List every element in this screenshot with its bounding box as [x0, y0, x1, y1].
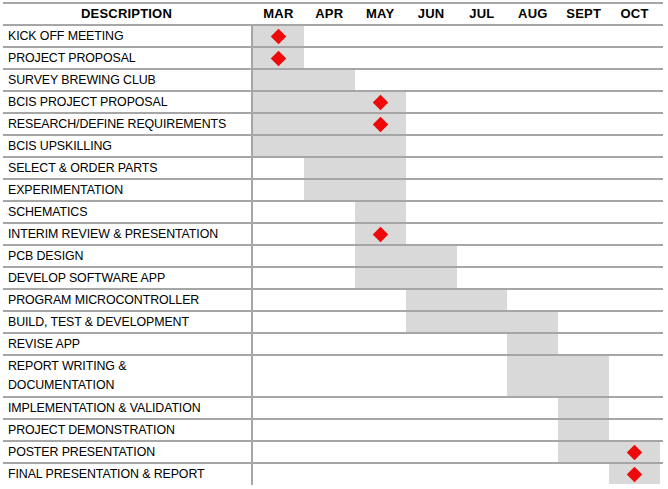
month-header-sept: SEPT [558, 3, 609, 24]
task-label: PROJECT PROPOSAL [8, 47, 250, 69]
task-label: EXPERIMENTATION [8, 179, 250, 201]
task-bar [558, 442, 660, 462]
gantt-chart: DESCRIPTION MARAPRMAYJUNJULAUGSEPTOCT KI… [0, 0, 668, 489]
task-bar [406, 312, 559, 332]
task-label: REVISE APP [8, 333, 250, 355]
task-label: SURVEY BREWING CLUB [8, 69, 250, 91]
task-label-line: DOCUMENTATION [8, 376, 126, 395]
month-header-may: MAY [355, 3, 406, 24]
month-header-jul: JUL [457, 3, 508, 24]
description-column-header: DESCRIPTION [0, 3, 253, 24]
task-label: RESEARCH/DEFINE REQUIREMENTS [8, 113, 250, 135]
task-bar [406, 290, 508, 310]
task-label: INTERIM REVIEW & PRESENTATION [8, 223, 250, 245]
task-label: SELECT & ORDER PARTS [8, 157, 250, 179]
task-label: BCIS UPSKILLING [8, 135, 250, 157]
month-header-aug: AUG [507, 3, 558, 24]
month-header-oct: OCT [609, 3, 660, 24]
task-label: BCIS PROJECT PROPOSAL [8, 91, 250, 113]
month-header-apr: APR [304, 3, 355, 24]
task-label: BUILD, TEST & DEVELOPMENT [8, 311, 250, 333]
task-label: PROJECT DEMONSTRATION [8, 419, 250, 441]
task-label-line: REPORT WRITING & [8, 357, 126, 376]
task-bar [304, 158, 406, 178]
task-label: IMPLEMENTATION & VALIDATION [8, 397, 250, 419]
task-bar [253, 136, 406, 156]
task-label: PROGRAM MICROCONTROLLER [8, 289, 250, 311]
task-label: PCB DESIGN [8, 245, 250, 267]
task-bar [558, 398, 609, 418]
month-header-jun: JUN [406, 3, 457, 24]
task-label: POSTER PRESENTATION [8, 441, 250, 463]
task-bar [355, 268, 457, 288]
task-bar [355, 246, 457, 266]
task-label: SCHEMATICS [8, 201, 250, 223]
description-chart-divider [251, 24, 253, 485]
task-bar [558, 420, 609, 440]
task-label: KICK OFF MEETING [8, 25, 250, 47]
task-bar [253, 70, 355, 90]
task-label: DEVELOP SOFTWARE APP [8, 267, 250, 289]
task-label: REPORT WRITING &DOCUMENTATION [8, 355, 250, 397]
task-bar [507, 356, 609, 396]
task-label: FINAL PRESENTATION & REPORT [8, 463, 250, 485]
month-header-mar: MAR [253, 3, 304, 24]
task-bar [355, 202, 406, 222]
task-bar [304, 180, 406, 200]
task-bar [507, 334, 558, 354]
